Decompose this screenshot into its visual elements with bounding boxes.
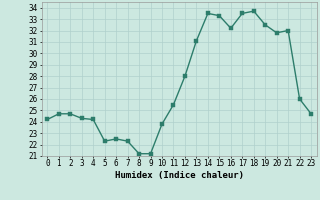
X-axis label: Humidex (Indice chaleur): Humidex (Indice chaleur) [115, 171, 244, 180]
